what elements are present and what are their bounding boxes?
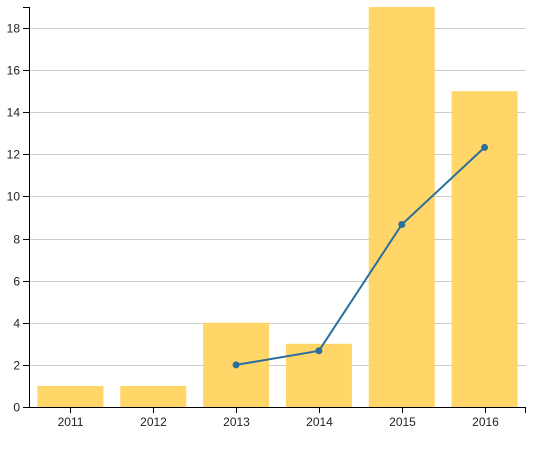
y-tick-label-12: 12: [7, 148, 21, 162]
x-tick-label-2014: 2014: [306, 415, 333, 429]
grid-layer: [29, 28, 526, 366]
line-point-2015: [398, 220, 406, 228]
line-point-2013: [232, 361, 240, 369]
bar-2011: [37, 385, 104, 407]
y-tick-label-18: 18: [7, 22, 21, 36]
y-tick-label-0: 0: [13, 401, 20, 415]
y-tick-label-10: 10: [7, 190, 21, 204]
x-tick-label-2011: 2011: [58, 415, 84, 429]
bar-2015: [368, 7, 435, 407]
y-tick-label-4: 4: [13, 317, 20, 331]
labels-layer: 0 2 4 6 8 10 12 14 16 18 2011 2012 2013 2014 2015 2016: [7, 22, 500, 430]
bars-layer: [37, 7, 518, 408]
axes-layer: [23, 7, 526, 413]
x-tick-label-2012: 2012: [140, 415, 167, 429]
y-tick-label-14: 14: [7, 106, 21, 120]
y-tick-label-8: 8: [13, 233, 20, 247]
bar-2016: [451, 91, 518, 408]
x-tick-label-2013: 2013: [223, 415, 250, 429]
y-tick-label-16: 16: [7, 64, 21, 78]
x-tick-label-2016: 2016: [472, 415, 499, 429]
y-tick-label-6: 6: [13, 275, 20, 289]
trend-line: [235, 146, 486, 366]
line-layer: [232, 143, 489, 369]
line-point-2016: [481, 143, 489, 151]
bar-2012: [120, 385, 187, 407]
line-point-2014: [315, 347, 323, 355]
x-tick-label-2015: 2015: [389, 415, 416, 429]
y-tick-label-2: 2: [13, 359, 20, 373]
